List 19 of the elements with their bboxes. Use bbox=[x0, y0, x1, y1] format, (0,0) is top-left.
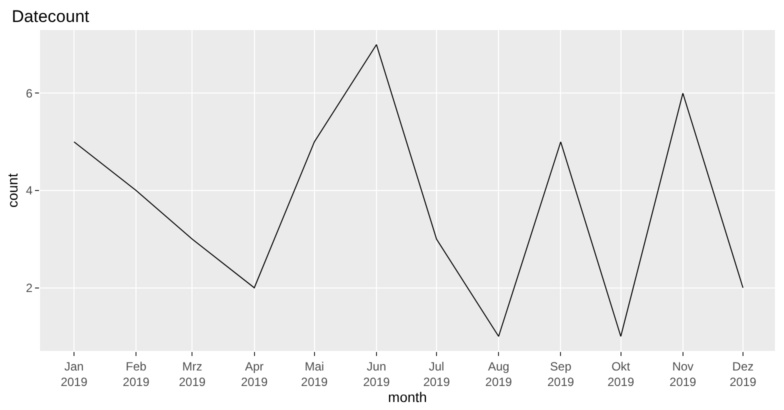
y-tick-label: 6 bbox=[26, 86, 33, 100]
x-axis-title: month bbox=[388, 389, 427, 405]
y-tick-label: 4 bbox=[26, 184, 33, 198]
x-tick-label: Feb 2019 bbox=[122, 359, 150, 389]
x-tick-label: Apr 2019 bbox=[240, 359, 268, 389]
x-tick-label: Jun 2019 bbox=[363, 359, 390, 389]
x-tick-label: Okt 2019 bbox=[607, 359, 634, 389]
x-tick-label: Aug 2019 bbox=[485, 359, 512, 389]
x-tick-label: Mai 2019 bbox=[301, 359, 328, 389]
x-tick-label: Jan 2019 bbox=[60, 359, 88, 389]
y-axis-title: count bbox=[4, 173, 21, 208]
x-tick-label: Nov 2019 bbox=[670, 359, 697, 389]
line-series bbox=[74, 44, 744, 337]
x-tick-label: Sep 2019 bbox=[547, 359, 574, 389]
chart-title: Datecount bbox=[12, 7, 90, 26]
x-tick-label: Jul 2019 bbox=[423, 359, 450, 389]
x-tick-label: Mrz 2019 bbox=[178, 359, 206, 389]
x-tick-label: Dez 2019 bbox=[730, 359, 757, 389]
y-tick-label: 2 bbox=[26, 280, 33, 295]
